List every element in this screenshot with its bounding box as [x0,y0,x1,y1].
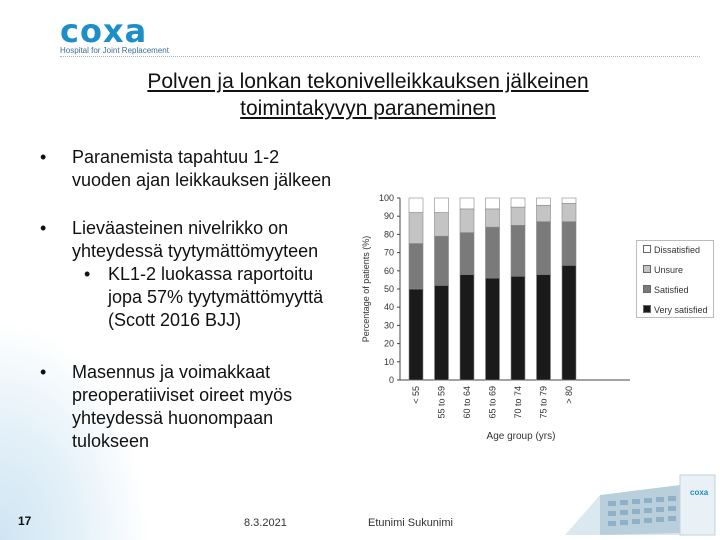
x-tick-label: > 80 [564,386,574,404]
legend-item-dissatisfied: Dissatisfied [643,245,700,255]
y-tick-label: 0 [389,375,394,385]
y-tick-label: 80 [384,229,394,239]
bar-segment-dissatisfied [510,197,526,208]
hospital-building-image: coxa [565,474,716,536]
satisfaction-chart: 0 10 20 30 40 50 60 70 80 90 100 < 55 55 to 59 60 to … [361,193,630,442]
bullet-dot: • [40,362,47,382]
bar-segment-dissatisfied [485,197,500,210]
slide-title: Polven ja lonkan tekonivelleikkauksen jä… [100,68,636,122]
legend-item-satisfied: Satisfied [643,285,689,295]
bar-segment-dissatisfied [434,197,449,213]
legend-item-very-satisfied: Very satisfied [643,305,708,315]
x-tick-label: < 55 [411,386,421,404]
bar-segment-unsure [485,208,500,228]
bar-segment-very-satisfied [459,274,475,381]
bar-segment-dissatisfied [536,197,551,206]
coxa-logo: coxa Hospital for Joint Replacement [60,14,169,55]
bar-segment-dissatisfied [408,197,424,213]
legend-swatch [643,265,651,273]
logo-wordmark: coxa [60,12,148,50]
sub-bullet-1-line-1: KL1-2 luokassa raportoitu [108,264,314,284]
bar-segment-satisfied [434,235,449,286]
legend-label: Unsure [654,265,684,275]
bullet-3-line-4: tulokseen [72,431,150,451]
slide-title-line-2: toimintakyvyn paraneminen [240,97,496,120]
y-tick-label: 20 [384,339,394,349]
bullet-3-line-2: preoperatiiviset oireet myös [72,385,293,405]
building-sign: coxa [690,488,709,497]
bar-segment-satisfied [510,224,526,277]
x-axis-label: Age group (yrs) [487,431,556,442]
legend-label: Very satisfied [654,305,708,315]
chart-legend: Dissatisfied Unsure Satisfied Very satis… [636,240,714,318]
bullet-2-line-2: yhteydessä tyytymättömyyteen [72,241,319,261]
y-tick-label: 50 [384,284,394,294]
bullet-1-line-2: vuoden ajan leikkauksen jälkeen [72,170,332,190]
y-axis-label: Percentage of patients (%) [361,236,371,343]
bar-segment-unsure [536,204,551,222]
legend-swatch [643,245,651,253]
bar-segment-satisfied [408,243,424,290]
legend-swatch [643,285,651,293]
x-tick-label: 75 to 79 [539,386,549,419]
bar-segment-very-satisfied [408,288,424,381]
bar-segment-dissatisfied [561,197,577,204]
bullet-3-line-1: Masennus ja voimakkaat [72,362,271,382]
header-divider [60,56,700,57]
bullet-3-line-3: yhteydessä huonompaan [72,408,274,428]
bar-segment-satisfied [536,221,551,275]
bar-segment-very-satisfied [510,275,526,381]
legend-item-unsure: Unsure [643,265,683,275]
bar-segment-very-satisfied [434,285,449,381]
bar-segment-dissatisfied [459,197,475,210]
y-tick-label: 70 [384,248,394,258]
y-tick-label: 10 [384,357,394,367]
bar-segment-unsure [561,203,577,222]
slide-number: 17 [18,514,32,528]
bar-segment-unsure [434,212,449,237]
corner-glow [0,320,150,540]
bullet-dot: • [84,264,91,284]
x-tick-label: 55 to 59 [437,386,447,419]
sub-bullet-1-line-3: (Scott 2016 BJJ) [108,310,242,330]
x-tick-label: 70 to 74 [513,386,523,419]
legend-label: Dissatisfied [654,245,701,255]
bar-segment-satisfied [561,221,577,266]
y-tick-label: 90 [384,211,394,221]
bar-segment-unsure [459,208,475,233]
y-tick-label: 30 [384,320,394,330]
legend-label: Satisfied [654,285,689,295]
bar-segment-very-satisfied [485,277,500,381]
bar-segment-satisfied [459,232,475,275]
y-tick-label: 60 [384,266,394,276]
x-tick-label: 65 to 69 [488,386,498,419]
y-tick-label: 40 [384,302,394,312]
bullet-dot: • [40,147,47,167]
bullet-dot: • [40,218,47,238]
logo-subtitle: Hospital for Joint Replacement [60,46,169,55]
bar-segment-unsure [510,206,526,226]
bullet-1-line-1: Paranemista tapahtuu 1-2 [72,147,280,167]
y-tick-label: 100 [379,193,394,203]
bar-segment-unsure [408,212,424,244]
legend-swatch [643,305,651,313]
x-tick-label: 60 to 64 [462,386,472,419]
footer-author: Etunimi Sukunimi [368,517,453,529]
bullet-2-line-1: Lieväasteinen nivelrikko on [72,218,289,238]
bar-segment-very-satisfied [561,265,577,381]
bar-segment-very-satisfied [536,274,551,381]
footer-date: 8.3.2021 [244,517,287,529]
sub-bullet-1-line-2: jopa 57% tyytymättömyyttä [108,287,324,307]
bar-segment-satisfied [485,226,500,279]
slide-title-line-1: Polven ja lonkan tekonivelleikkauksen jä… [147,70,589,93]
